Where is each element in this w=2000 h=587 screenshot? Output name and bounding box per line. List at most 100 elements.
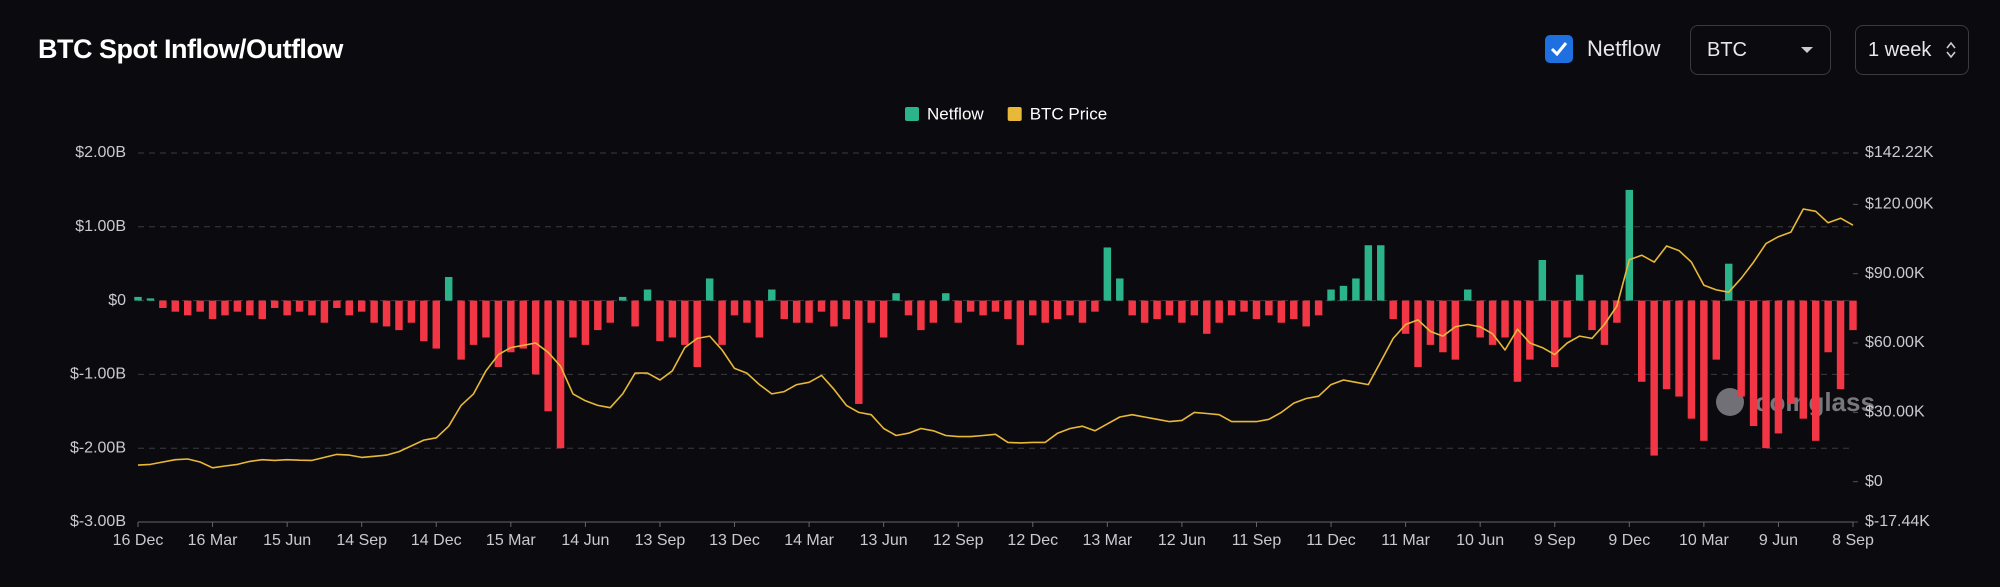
- bar: [917, 300, 925, 331]
- bar: [1165, 300, 1174, 316]
- bar: [1401, 300, 1410, 334]
- bar: [1588, 300, 1596, 331]
- checkbox[interactable]: [1545, 35, 1573, 63]
- check-icon: [1550, 42, 1568, 57]
- x-tick-label: 10 Mar: [1679, 532, 1729, 549]
- bar: [855, 300, 863, 404]
- bar: [830, 300, 838, 327]
- x-tick-label: 13 Dec: [709, 532, 760, 549]
- legend-swatch: [1007, 107, 1022, 121]
- legend-swatch: [905, 107, 919, 121]
- bar: [1041, 300, 1049, 323]
- bar: [581, 300, 590, 345]
- price-line: [137, 208, 1854, 469]
- bar: [283, 300, 291, 316]
- watermark-icon: [1716, 388, 1744, 416]
- bar: [1675, 300, 1683, 397]
- bar: [954, 300, 962, 323]
- bar: [1749, 300, 1758, 427]
- x-tick-label: 16 Mar: [188, 532, 238, 549]
- bar: [1389, 300, 1397, 320]
- bar: [1799, 300, 1808, 419]
- interval-select[interactable]: 1 week: [1855, 25, 1969, 75]
- asset-select[interactable]: BTC: [1690, 25, 1831, 75]
- bar: [1414, 300, 1422, 368]
- x-tick-label: 14 Jun: [561, 532, 609, 549]
- x-tick-label: 9 Dec: [1608, 532, 1650, 549]
- bar: [1314, 300, 1323, 316]
- bar: [1700, 300, 1708, 441]
- bar: [768, 289, 776, 301]
- bar: [270, 300, 279, 308]
- bar: [929, 300, 938, 323]
- bar: [1488, 300, 1497, 345]
- bar: [1004, 300, 1012, 320]
- bar: [1277, 300, 1286, 323]
- bar: [718, 300, 726, 345]
- bar: [966, 300, 975, 312]
- bar: [569, 300, 577, 338]
- bar: [656, 300, 664, 342]
- bar: [705, 278, 714, 301]
- bar: [1836, 300, 1845, 390]
- bar: [1563, 300, 1571, 338]
- x-tick-label: 12 Jun: [1158, 532, 1206, 549]
- x-tick-label: 13 Jun: [860, 532, 908, 549]
- asset-value: BTC: [1707, 38, 1747, 61]
- bar: [1252, 300, 1261, 320]
- bar: [743, 300, 751, 323]
- bar: [1203, 300, 1211, 334]
- x-tick-label: 11 Mar: [1381, 532, 1430, 549]
- bar: [904, 300, 913, 316]
- bar: [146, 298, 155, 301]
- bar: [1302, 300, 1310, 327]
- x-tick-label: 10 Jun: [1456, 532, 1504, 549]
- bar: [942, 293, 950, 301]
- bar: [1178, 300, 1186, 323]
- bar: [345, 300, 353, 316]
- x-tick-label: 12 Dec: [1007, 532, 1058, 549]
- checkbox-label: Netflow: [1587, 36, 1661, 61]
- bar: [1712, 300, 1721, 360]
- bar: [1737, 300, 1745, 397]
- bar: [469, 300, 478, 345]
- bar: [507, 300, 515, 353]
- bar: [1662, 300, 1671, 390]
- legend-label: BTC Price: [1030, 104, 1107, 123]
- bar: [1600, 300, 1609, 345]
- bar: [991, 300, 1000, 312]
- bar: [1638, 300, 1646, 382]
- bar: [1103, 247, 1112, 301]
- bar: [618, 296, 627, 301]
- x-tick-label: 9 Sep: [1534, 532, 1576, 549]
- bar: [1849, 300, 1857, 331]
- bar: [730, 300, 739, 316]
- bar: [606, 300, 614, 323]
- bar: [643, 289, 652, 301]
- bar: [668, 300, 677, 338]
- x-tick-label: 15 Mar: [486, 532, 536, 549]
- x-tick-label: 14 Dec: [411, 532, 462, 549]
- bar: [693, 300, 701, 368]
- bar: [295, 300, 304, 312]
- bar: [1016, 300, 1025, 345]
- x-tick-label: 13 Mar: [1082, 532, 1132, 549]
- bar: [1724, 263, 1733, 301]
- netflow-toggle[interactable]: Netflow: [1545, 35, 1660, 63]
- y-tick-label: $2.00B: [75, 144, 126, 161]
- bar: [1364, 245, 1373, 301]
- bar: [1551, 300, 1559, 368]
- bar: [407, 300, 416, 323]
- caret: [1801, 47, 1813, 53]
- bar: [171, 300, 180, 312]
- bar: [208, 300, 217, 320]
- bar: [1787, 300, 1795, 404]
- bar: [1053, 300, 1062, 320]
- bar: [357, 300, 366, 312]
- bar: [879, 300, 888, 338]
- y-tick-label: $-2.00B: [70, 439, 126, 456]
- bar: [1153, 300, 1161, 320]
- x-tick-label: 11 Dec: [1306, 532, 1356, 549]
